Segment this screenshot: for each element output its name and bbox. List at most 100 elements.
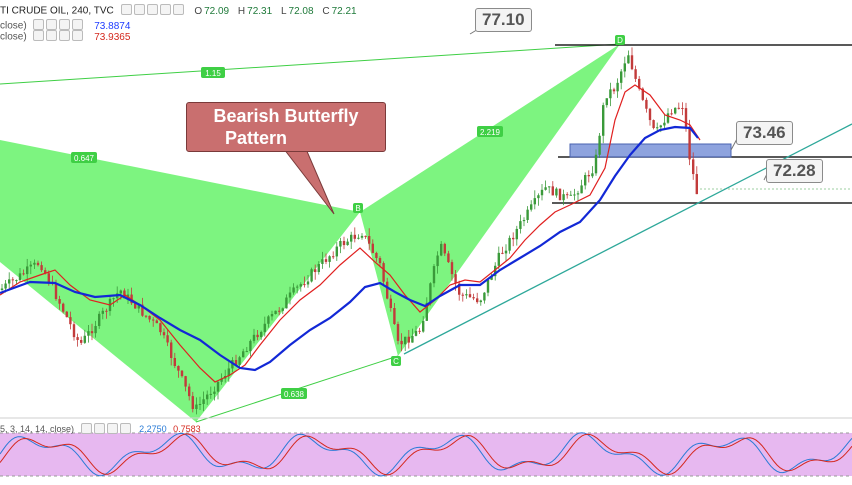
candle-body	[576, 193, 580, 195]
candle-body	[209, 393, 212, 395]
candle-body	[72, 324, 76, 338]
candle-body	[656, 127, 659, 129]
candle-body	[494, 265, 497, 277]
candle-body	[216, 381, 220, 392]
candle-body	[44, 270, 47, 274]
candle-body	[620, 71, 623, 83]
candle-body	[260, 331, 263, 338]
candle-body	[674, 107, 677, 114]
candle-body	[522, 219, 526, 222]
candle-body	[188, 386, 191, 397]
candle-body	[65, 311, 68, 318]
candle-body	[512, 237, 515, 240]
candle-body	[450, 262, 454, 275]
candle-body	[123, 290, 126, 299]
candle-body	[198, 403, 202, 405]
candle-body	[357, 237, 360, 239]
price-label-support: 72.28	[766, 159, 823, 183]
candle-body	[227, 368, 230, 377]
svg-text:0.638: 0.638	[284, 390, 305, 399]
candle-body	[22, 273, 25, 275]
oscillator-d-line	[0, 433, 852, 476]
candle-body	[296, 286, 299, 288]
candle-body	[645, 99, 648, 109]
candle-body	[18, 273, 22, 281]
svg-text:2.219: 2.219	[480, 128, 501, 137]
candle-body	[94, 326, 97, 334]
fib-label-bc: 2.219	[477, 126, 503, 137]
candle-body	[170, 342, 173, 358]
price-label-top: 77.10	[475, 8, 532, 32]
candle-body	[569, 194, 572, 196]
candle-body	[292, 287, 295, 293]
candle-body	[69, 317, 72, 325]
candle-body	[335, 246, 338, 257]
candle-body	[447, 253, 450, 263]
high-value: 72.31	[247, 5, 273, 17]
callout-line-2: Pattern	[224, 128, 287, 148]
candle-body	[695, 174, 698, 195]
candle-body	[274, 310, 277, 315]
resistance-zone	[569, 143, 732, 158]
xd-leg	[0, 43, 621, 85]
candle-body	[508, 237, 511, 251]
candle-body	[659, 125, 662, 128]
candle-body	[548, 186, 551, 188]
candle-body	[26, 266, 29, 275]
candle-body	[580, 185, 583, 194]
candle-body	[396, 324, 400, 341]
candle-body	[422, 320, 425, 332]
candle-body	[404, 336, 407, 345]
candle-body	[299, 284, 302, 287]
candle-body	[137, 304, 140, 309]
candle-body	[429, 283, 432, 303]
candle-body	[245, 351, 248, 353]
candle-body	[458, 283, 461, 295]
candle-body	[80, 339, 83, 343]
candle-body	[648, 108, 652, 121]
candle-body	[612, 89, 616, 92]
candle-body	[692, 159, 695, 175]
candle-body	[364, 235, 367, 237]
candle-body	[40, 265, 43, 271]
candle-body	[134, 303, 137, 309]
candle-body	[62, 303, 65, 312]
candle-body	[368, 236, 371, 244]
candle-body	[206, 394, 209, 400]
candle-body	[202, 399, 205, 404]
candle-body	[591, 173, 594, 177]
candle-body	[173, 357, 176, 366]
open-value: 72.09	[204, 5, 230, 17]
candle-body	[465, 294, 468, 296]
point-b-label: B	[355, 204, 360, 213]
ma1-legend: close) 73.8874	[0, 19, 131, 32]
candle-body	[638, 78, 641, 89]
ma2-value: 73.9365	[94, 31, 131, 43]
candle-body	[407, 336, 410, 343]
candle-body	[652, 120, 655, 129]
point-b-marker	[353, 203, 363, 213]
candle-body	[242, 351, 245, 358]
candle-body	[504, 250, 508, 254]
candle-body	[15, 280, 18, 282]
candle-body	[332, 256, 335, 258]
candle-body	[382, 263, 385, 282]
candle-body	[162, 332, 166, 336]
candle-body	[551, 186, 554, 196]
oscillator-value-2: 0.7583	[173, 423, 201, 434]
candle-body	[609, 89, 612, 99]
candle-body	[598, 135, 601, 155]
candle-body	[263, 323, 266, 332]
candle-body	[213, 391, 216, 394]
candle-body	[112, 298, 115, 300]
candle-body	[688, 127, 691, 160]
candle-body	[526, 209, 529, 220]
harmonic-triangle-xab	[0, 140, 360, 422]
candle-body	[184, 376, 187, 387]
candle-body	[310, 269, 313, 282]
pattern-callout: Bearish Butterfly Pattern	[186, 102, 386, 152]
candle-body	[476, 298, 479, 303]
legend-buttons[interactable]	[120, 4, 186, 18]
